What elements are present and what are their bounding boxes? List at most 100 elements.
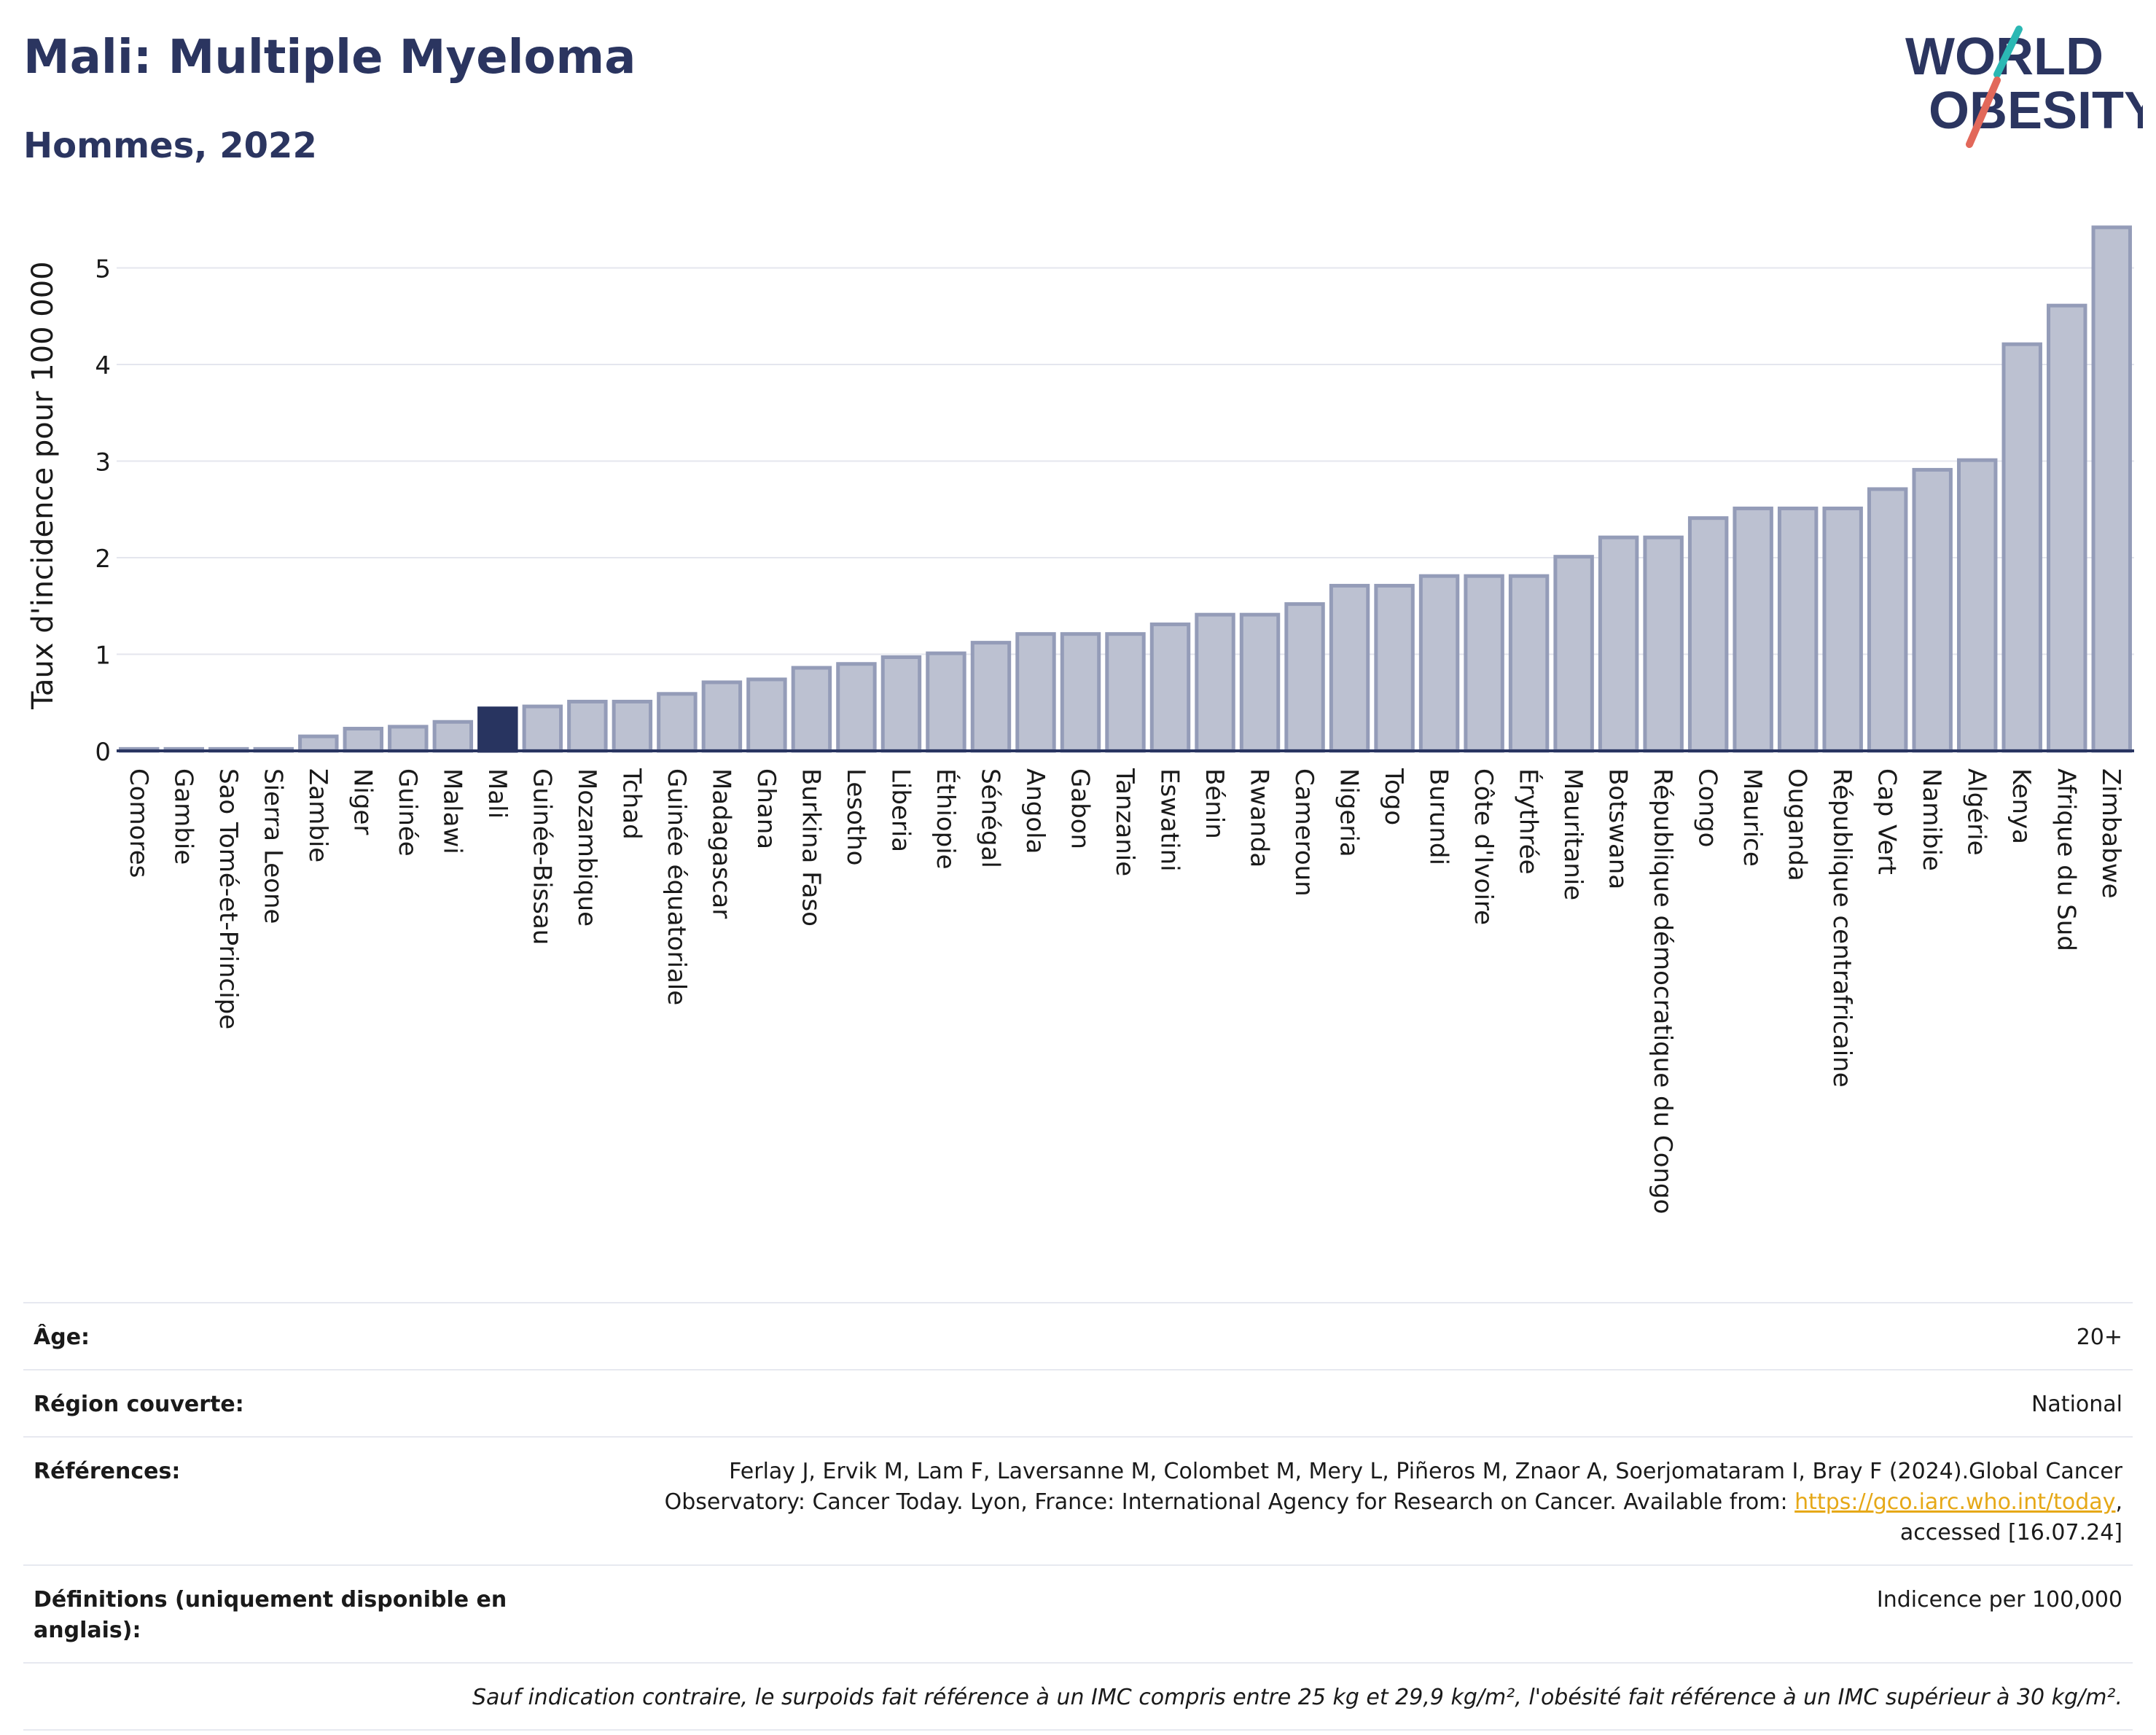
- x-tick-label: Sao Tomé-et-Principe: [214, 768, 243, 1029]
- bar-13: [701, 680, 743, 753]
- x-tick-label: Comores: [124, 768, 153, 878]
- logo-slash-red: [1966, 77, 2001, 148]
- x-tick-label: Togo: [1379, 768, 1408, 825]
- logo-slash-teal: [1993, 26, 2023, 78]
- region-label: Région couverte:: [34, 1392, 244, 1417]
- bar-41: [1956, 458, 1998, 753]
- x-tick-label: Botswana: [1604, 768, 1633, 889]
- definitions-value: Indicence per 100,000: [1876, 1587, 2122, 1613]
- x-tick-label: Tanzanie: [1110, 768, 1139, 876]
- bar-chart: Taux d'incidence pour 100 000 0 1 2 3 4 5 Como…: [26, 225, 2134, 1214]
- bar-21: [1060, 632, 1101, 753]
- y-tick-label: 3: [95, 448, 111, 477]
- x-tick-label: Érythrée: [1514, 768, 1544, 875]
- world-obesity-logo: WORLD OBESITY: [1905, 26, 2143, 148]
- bar-12: [657, 692, 698, 753]
- references-text: Ferlay J, Ervik M, Lam F, Laversanne M, …: [664, 1459, 2122, 1515]
- x-tick-label: Namibie: [1917, 768, 1946, 871]
- x-tick-label: Ouganda: [1783, 768, 1812, 881]
- x-tick-label: Tchad: [617, 768, 646, 840]
- x-tick-label: Ghana: [751, 768, 781, 849]
- bar-5: [343, 727, 384, 753]
- region-value: National: [2031, 1392, 2122, 1417]
- x-tick-label: Côte d'Ivoire: [1469, 768, 1498, 925]
- y-tick-label: 0: [95, 738, 111, 767]
- bar-23: [1149, 622, 1191, 753]
- footnote: Sauf indication contraire, le surpoids f…: [472, 1685, 2122, 1710]
- x-tick-label: Guinée-Bissau: [527, 768, 556, 945]
- bar-40: [1912, 467, 1953, 753]
- bar-28: [1374, 583, 1415, 753]
- axes: Taux d'incidence pour 100 000: [26, 261, 2134, 752]
- y-tick-label: 1: [95, 642, 111, 671]
- x-tick-label: Cameroun: [1289, 768, 1319, 897]
- x-tick-label: Burkina Faso: [796, 768, 825, 927]
- bar-43: [2047, 303, 2087, 753]
- x-tick-label: Lesotho: [841, 768, 870, 865]
- bar-38: [1822, 506, 1863, 753]
- chart-title: Mali: Multiple Myeloma: [23, 31, 636, 85]
- x-tick-label: Cap Vert: [1872, 768, 1902, 875]
- x-tick-label: Mali: [483, 768, 512, 819]
- references-value: Ferlay J, Ervik M, Lam F, Laversanne M, …: [592, 1457, 2122, 1548]
- x-tick-label: République démocratique du Congo: [1648, 768, 1677, 1214]
- y-tick-label: 4: [95, 351, 111, 381]
- references-link[interactable]: https://gco.iarc.who.int/today: [1794, 1489, 2116, 1515]
- references-accessed: , accessed [16.07.24]: [1899, 1489, 2122, 1545]
- bar-30: [1464, 574, 1504, 753]
- meta-row-age: Âge: 20+: [23, 1302, 2133, 1369]
- bar-15: [791, 666, 832, 753]
- y-tick-label: 5: [95, 255, 111, 284]
- x-tick-label: Malawi: [437, 768, 466, 854]
- bar-32: [1553, 555, 1594, 753]
- tick-labels: 0 1 2 3 4 5 Comores Gambie Sao Tomé-et-Principe S…: [95, 255, 2125, 1214]
- bar-36: [1733, 506, 1773, 753]
- bar-31: [1508, 574, 1550, 753]
- meta-row-references: Références: Ferlay J, Ervik M, Lam F, La…: [23, 1436, 2133, 1564]
- x-tick-label: Afrique du Sud: [2052, 768, 2081, 951]
- x-tick-label: Gambie: [168, 768, 198, 865]
- bar-19: [970, 641, 1012, 753]
- meta-row-note: Sauf indication contraire, le surpoids f…: [23, 1662, 2133, 1731]
- bar-14: [746, 677, 787, 753]
- bar-33: [1598, 535, 1639, 753]
- x-tick-label: Nigeria: [1335, 768, 1364, 857]
- x-tick-label: Bénin: [1200, 768, 1229, 839]
- x-tick-label: Guinée équatoriale: [662, 768, 691, 1005]
- bar-44: [2091, 225, 2132, 753]
- meta-row-region: Région couverte: National: [23, 1369, 2133, 1436]
- x-tick-label: Angola: [1020, 768, 1050, 854]
- logo-line-2: OBESITY: [1929, 82, 2143, 140]
- bar-34: [1643, 535, 1684, 753]
- metadata-table: Âge: 20+ Région couverte: National Référ…: [23, 1302, 2133, 1731]
- bar-7: [432, 720, 474, 753]
- bar-26: [1284, 602, 1325, 753]
- chart-subtitle: Hommes, 2022: [23, 125, 317, 166]
- y-tick-label: 2: [95, 545, 111, 574]
- meta-row-definitions: Définitions (uniquement disponible en an…: [23, 1564, 2133, 1662]
- bar-29: [1418, 574, 1460, 753]
- x-tick-label: Maurice: [1738, 768, 1767, 867]
- bar-4: [298, 734, 339, 753]
- x-tick-label: Niger: [348, 768, 377, 835]
- x-tick-label: Kenya: [2007, 768, 2036, 844]
- y-axis-label: Taux d'incidence pour 100 000: [26, 261, 60, 709]
- bar-8: [477, 706, 518, 753]
- bar-22: [1105, 632, 1146, 753]
- bar-20: [1015, 632, 1056, 753]
- age-value: 20+: [2076, 1325, 2122, 1350]
- x-tick-label: Gabon: [1065, 768, 1094, 849]
- x-tick-label: Congo: [1693, 768, 1722, 847]
- bar-39: [1867, 487, 1908, 753]
- x-tick-label: Mozambique: [572, 768, 601, 927]
- x-tick-label: Algérie: [1962, 768, 1991, 856]
- x-tick-label: Eswatini: [1155, 768, 1184, 872]
- x-tick-label: Rwanda: [1245, 768, 1274, 868]
- x-tick-label: Zambie: [303, 768, 332, 862]
- bars: [119, 225, 2132, 753]
- bar-42: [2001, 342, 2042, 753]
- references-label: Références:: [34, 1459, 181, 1484]
- x-tick-label: Zimbabwe: [2096, 768, 2125, 899]
- bar-9: [522, 704, 563, 753]
- x-tick-label: Sénégal: [975, 768, 1004, 868]
